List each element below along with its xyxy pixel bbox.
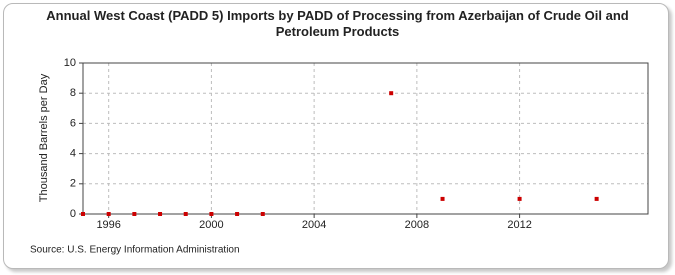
point bbox=[158, 212, 163, 216]
x-tick-label: 2008 bbox=[405, 219, 429, 231]
chart-frame bbox=[3, 3, 669, 269]
y-tick-label: 4 bbox=[70, 148, 76, 160]
point bbox=[517, 196, 522, 201]
x-tick-label: 2012 bbox=[507, 219, 531, 231]
point bbox=[209, 212, 214, 216]
point bbox=[106, 212, 111, 216]
source-note: Source: U.S. Energy Information Administ… bbox=[30, 245, 240, 256]
point bbox=[389, 91, 394, 96]
y-tick-label: 6 bbox=[70, 117, 76, 129]
x-tick-label: 2000 bbox=[199, 219, 223, 231]
point bbox=[81, 212, 85, 216]
point bbox=[594, 196, 599, 201]
point bbox=[260, 212, 265, 216]
x-tick-label: 2004 bbox=[302, 219, 326, 231]
point bbox=[235, 212, 240, 216]
plot-border bbox=[82, 62, 649, 215]
y-tick-label: 10 bbox=[64, 57, 76, 69]
y-tick-label: 0 bbox=[70, 208, 76, 220]
y-tick-label: 2 bbox=[70, 178, 76, 190]
point bbox=[183, 212, 188, 216]
y-tick-label: 8 bbox=[70, 87, 76, 99]
x-tick-label: 1996 bbox=[96, 219, 120, 231]
point bbox=[440, 196, 445, 201]
chart-title: Annual West Coast (PADD 5) Imports by PA… bbox=[46, 8, 629, 39]
y-axis-label: Thousand Barrels per Day bbox=[38, 73, 50, 202]
point bbox=[132, 212, 137, 216]
